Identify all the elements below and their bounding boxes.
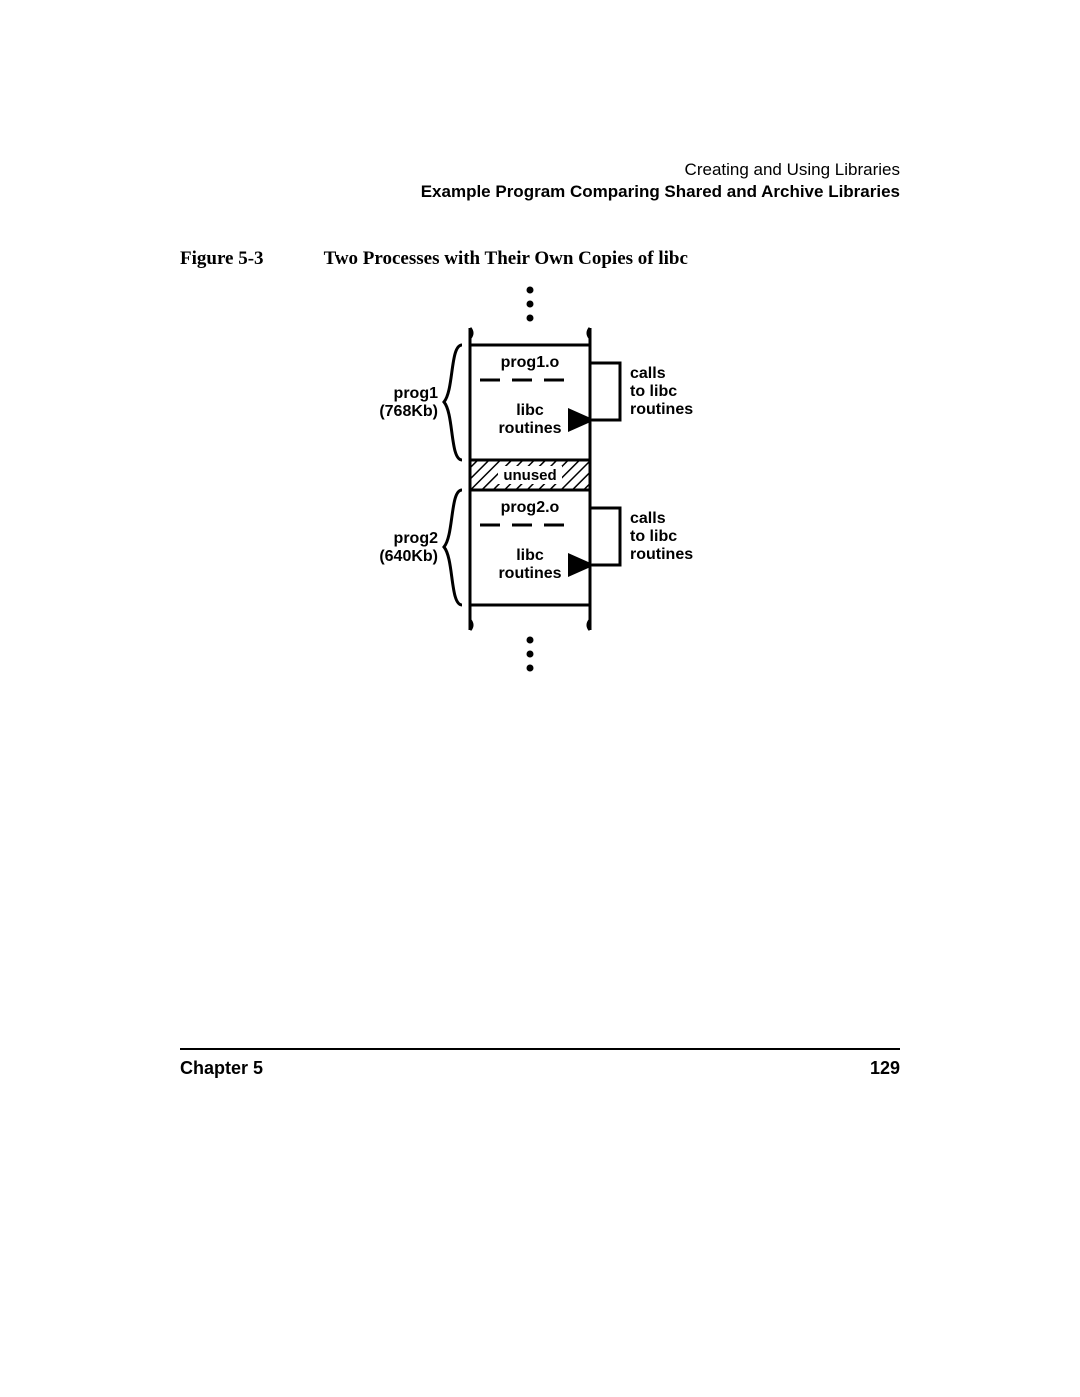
figure-diagram: prog1.o libc routines prog1 (768Kb) call… xyxy=(340,280,900,685)
diagram-label: prog1 xyxy=(394,385,439,402)
figure-number: Figure 5-3 xyxy=(180,248,264,270)
diagram-label: routines xyxy=(498,420,561,437)
diagram-label: unused xyxy=(503,467,556,484)
page-footer: Chapter 5 129 xyxy=(180,1058,900,1079)
diagram-label: routines xyxy=(630,401,693,418)
diagram-label: to libc xyxy=(630,383,677,400)
diagram-label: prog1.o xyxy=(501,354,560,371)
diagram-label: libc xyxy=(516,402,544,419)
running-head-line2: Example Program Comparing Shared and Arc… xyxy=(180,182,900,202)
diagram-label: routines xyxy=(498,565,561,582)
diagram-label: prog2 xyxy=(394,530,439,547)
running-head-line1: Creating and Using Libraries xyxy=(180,160,900,180)
diagram-label: (640Kb) xyxy=(379,548,438,565)
diagram-label: calls xyxy=(630,365,666,382)
page-content: Creating and Using Libraries Example Pro… xyxy=(180,160,900,685)
footer-chapter: Chapter 5 xyxy=(180,1058,263,1079)
diagram-label: routines xyxy=(630,546,693,563)
diagram-label: to libc xyxy=(630,528,677,545)
footer-rule xyxy=(180,1048,900,1050)
footer-page-number: 129 xyxy=(870,1058,900,1079)
diagram-label: prog2.o xyxy=(501,499,560,516)
diagram-label: (768Kb) xyxy=(379,403,438,420)
diagram-label: calls xyxy=(630,510,666,527)
diagram-label: libc xyxy=(516,547,544,564)
figure-caption: Two Processes with Their Own Copies of l… xyxy=(324,248,688,270)
figure-caption-row: Figure 5-3 Two Processes with Their Own … xyxy=(180,248,900,270)
